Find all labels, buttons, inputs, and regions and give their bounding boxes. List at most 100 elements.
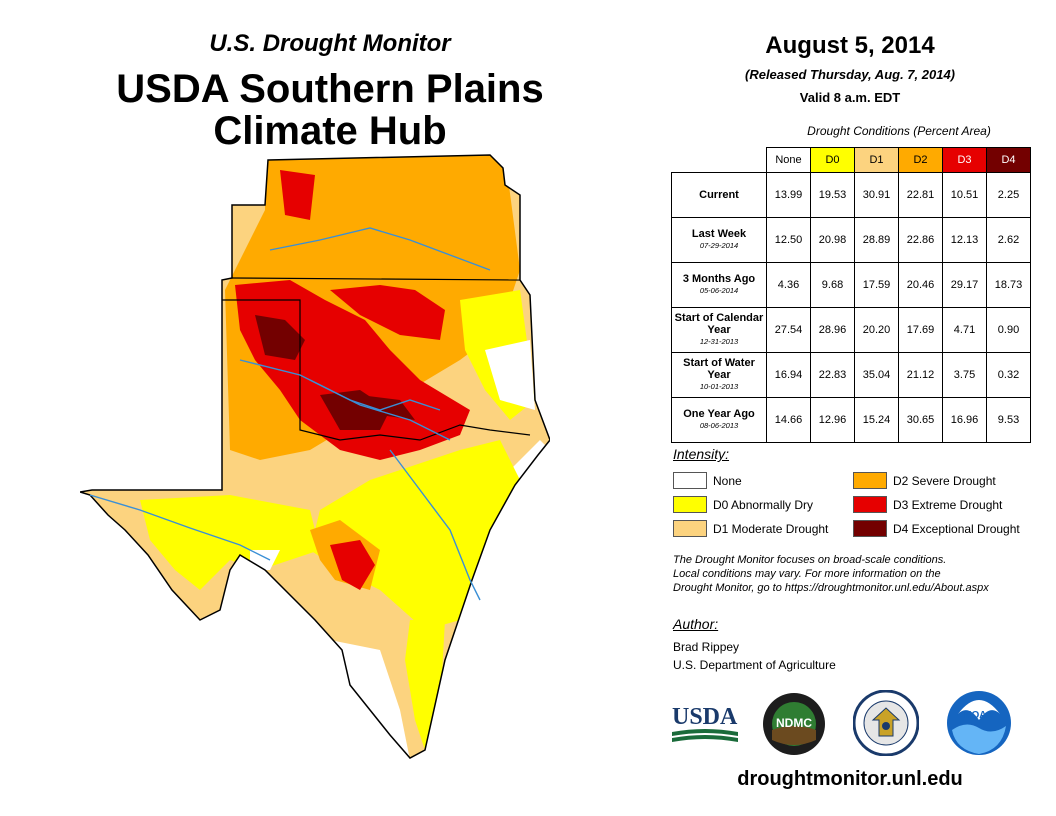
legend-label: D1 Moderate Drought: [713, 521, 829, 536]
table-cell: 27.54: [766, 307, 811, 353]
map-date: August 5, 2014: [765, 32, 935, 59]
column-header-d1: D1: [854, 147, 899, 173]
drought-fill: [80, 155, 550, 758]
table-row: One Year Ago 08-06-2013 14.66 12.96 15.24…: [671, 397, 1031, 443]
legend-item-d3: D3 Extreme Drought: [853, 496, 1002, 513]
column-header-none: None: [766, 147, 811, 173]
commerce-seal: [852, 689, 920, 757]
table-cell: 12.96: [810, 397, 855, 443]
table-cell: 12.50: [766, 217, 811, 263]
table-cell: 22.83: [810, 352, 855, 398]
table-row: 3 Months Ago 05-06-2014 4.36 9.68 17.59 2…: [671, 262, 1031, 308]
table-cell: 15.24: [854, 397, 899, 443]
ndmc-logo-text: NDMC: [776, 716, 812, 730]
noaa-logo: NOAA: [946, 690, 1012, 756]
table-cell: 4.71: [942, 307, 987, 353]
ndmc-logo: NDMC: [762, 692, 826, 756]
table-row: Start of Water Year 10-01-2013 16.94 22.8…: [671, 352, 1031, 398]
column-header-d2: D2: [898, 147, 943, 173]
table-cell: 22.86: [898, 217, 943, 263]
legend-swatch: [673, 496, 707, 513]
website-link[interactable]: droughtmonitor.unl.edu: [737, 768, 963, 790]
table-corner: [672, 148, 767, 173]
table-cell: 0.90: [986, 307, 1031, 353]
table-cell: 3.75: [942, 352, 987, 398]
map-title-line-1: USDA Southern Plains: [116, 67, 544, 111]
table-cell: 20.46: [898, 262, 943, 308]
author-name: Brad Rippey: [673, 640, 740, 654]
legend-label: None: [713, 473, 742, 488]
table-cell: 17.69: [898, 307, 943, 353]
row-label: Current: [671, 172, 767, 218]
row-date: 08-06-2013: [699, 421, 739, 430]
table-cell: 2.25: [986, 172, 1031, 218]
table-caption: Drought Conditions (Percent Area): [807, 124, 991, 138]
table-cell: 22.81: [898, 172, 943, 218]
column-header-d3: D3: [942, 147, 987, 173]
legend-label: D0 Abnormally Dry: [713, 497, 814, 512]
legend-swatch: [673, 520, 707, 537]
table-cell: 0.32: [986, 352, 1031, 398]
table-cell: 29.17: [942, 262, 987, 308]
row-label: Last Week 07-29-2014: [671, 217, 767, 263]
table-row: Start of Calendar Year 12-31-2013 27.54 2…: [671, 307, 1031, 353]
table-cell: 18.73: [986, 262, 1031, 308]
row-label-text: Start of Water Year: [683, 357, 755, 381]
table-cell: 35.04: [854, 352, 899, 398]
table-cell: 10.51: [942, 172, 987, 218]
disclaimer-note: The Drought Monitor focuses on broad-sca…: [673, 553, 1043, 595]
row-label-text: 3 Months Ago: [682, 273, 756, 285]
release-date: (Released Thursday, Aug. 7, 2014): [745, 67, 955, 82]
row-date: 12-31-2013: [699, 337, 739, 346]
author-heading: Author:: [673, 616, 719, 632]
table-cell: 20.98: [810, 217, 855, 263]
column-header-d4: D4: [986, 147, 1031, 173]
map-subtitle: U.S. Drought Monitor: [209, 30, 451, 57]
legend-swatch: [673, 472, 707, 489]
row-label-text: Start of Calendar Year: [674, 312, 764, 336]
legend-swatch: [853, 520, 887, 537]
noaa-logo-text: NOAA: [964, 710, 993, 721]
note-line: Local conditions may vary. For more info…: [673, 568, 941, 580]
table-cell: 13.99: [766, 172, 811, 218]
table-cell: 28.96: [810, 307, 855, 353]
table-cell: 30.91: [854, 172, 899, 218]
table-cell: 4.36: [766, 262, 811, 308]
table-cell: 19.53: [810, 172, 855, 218]
legend-title: Intensity:: [673, 446, 730, 462]
table-row: Current 13.99 19.53 30.91 22.81 10.51 2.…: [671, 172, 1031, 218]
legend-item-none: None: [673, 472, 742, 489]
usda-logo: USDA: [672, 700, 738, 750]
row-date: 10-01-2013: [699, 382, 739, 391]
drought-conditions-table: None D0 D1 D2 D3 D4 Current 13.99 19.53 …: [671, 147, 1031, 443]
legend-item-d1: D1 Moderate Drought: [673, 520, 828, 537]
row-label: 3 Months Ago 05-06-2014: [671, 262, 767, 308]
row-label: Start of Water Year 10-01-2013: [671, 352, 767, 398]
table-cell: 9.53: [986, 397, 1031, 443]
table-cell: 2.62: [986, 217, 1031, 263]
table-cell: 14.66: [766, 397, 811, 443]
row-date: 05-06-2014: [699, 286, 739, 295]
table-cell: 20.20: [854, 307, 899, 353]
drought-map: [80, 154, 550, 759]
row-label: One Year Ago 08-06-2013: [671, 397, 767, 443]
map-title: USDA Southern Plains Climate Hub: [60, 68, 600, 152]
table-cell: 9.68: [810, 262, 855, 308]
legend-swatch: [853, 472, 887, 489]
legend-item-d0: D0 Abnormally Dry: [673, 496, 813, 513]
legend-item-d2: D2 Severe Drought: [853, 472, 996, 489]
table-cell: 16.94: [766, 352, 811, 398]
table-cell: 16.96: [942, 397, 987, 443]
legend-label: D2 Severe Drought: [893, 473, 996, 488]
table-cell: 12.13: [942, 217, 987, 263]
author-org: U.S. Department of Agriculture: [673, 658, 836, 672]
row-label-text: Last Week: [691, 228, 747, 240]
row-label-text: Current: [699, 189, 739, 201]
note-line: The Drought Monitor focuses on broad-sca…: [673, 554, 947, 566]
table-cell: 21.12: [898, 352, 943, 398]
table-cell: 17.59: [854, 262, 899, 308]
legend-label: D3 Extreme Drought: [893, 497, 1003, 512]
table-row: Last Week 07-29-2014 12.50 20.98 28.89 22…: [671, 217, 1031, 263]
table-cell: 28.89: [854, 217, 899, 263]
row-label: Start of Calendar Year 12-31-2013: [671, 307, 767, 353]
